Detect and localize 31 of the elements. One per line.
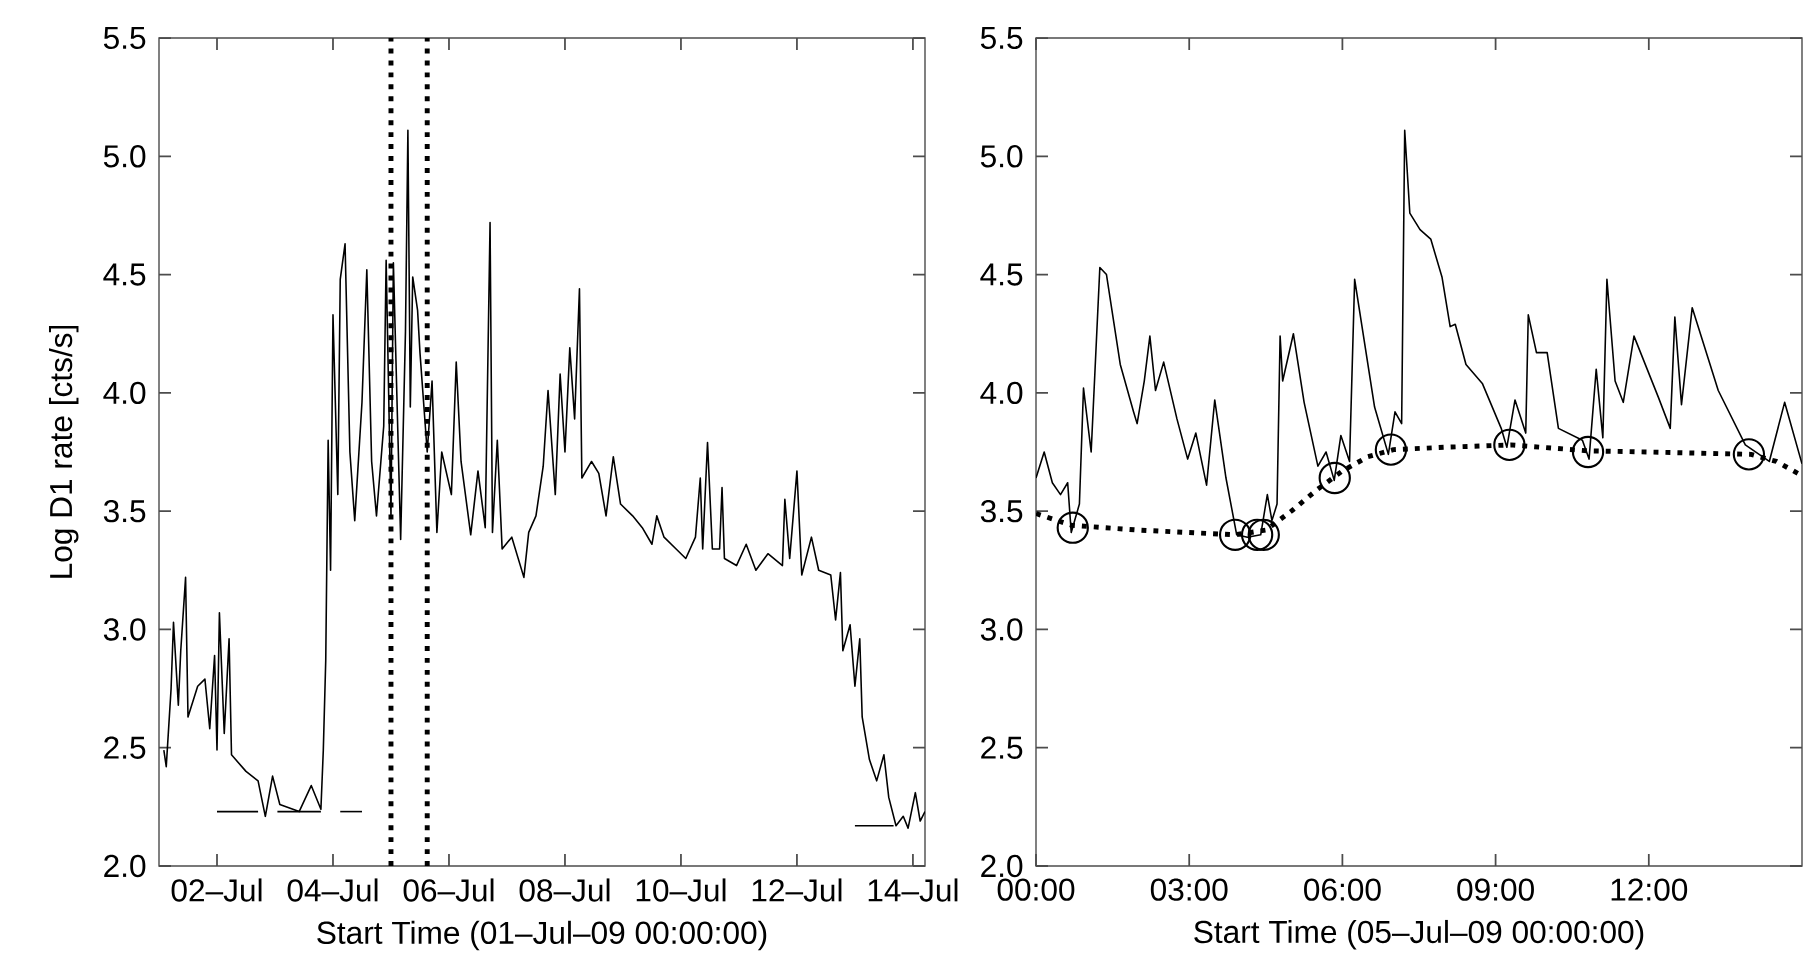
y-tick-label: 4.5 (103, 263, 146, 286)
x-tick-label: 12:00 (1611, 878, 1688, 901)
x-tick-label: 06:00 (1304, 878, 1381, 901)
x-tick-label: 12–Jul (752, 878, 842, 902)
y-axis-title: Log D1 rate [cts/s] (48, 325, 79, 578)
x-tick-label: 04–Jul (287, 878, 378, 902)
y-tick-label: 2.5 (104, 736, 146, 759)
y-tick-label: 5.0 (103, 145, 146, 168)
y-tick-label: 2.0 (104, 854, 146, 878)
x-tick-label: 02–Jul (171, 878, 262, 902)
x-tick-label: 06–Jul (403, 878, 494, 902)
x-tick-label: 14–Jul (868, 878, 958, 902)
y-tick-label: 3.5 (980, 499, 1023, 523)
y-tick-label: 3.0 (103, 618, 146, 641)
x-axis-title: Start Time (05–Jul–09 00:00:00) (1194, 919, 1644, 950)
y-tick-label: 5.5 (980, 26, 1023, 50)
y-tick-label: 5.5 (103, 26, 146, 50)
y-tick-label: 4.0 (103, 381, 146, 405)
x-tick-label: 03:00 (1150, 878, 1228, 901)
x-axis-title: Start Time (01–Jul–09 00:00:00) (317, 920, 767, 951)
y-tick-label: 4.0 (980, 381, 1023, 405)
x-tick-label: 08–Jul (519, 878, 610, 902)
y-tick-label: 2.0 (981, 854, 1023, 878)
y-tick-label: 3.0 (980, 618, 1023, 641)
y-tick-label: 4.5 (980, 263, 1023, 286)
x-tick-label: 09:00 (1457, 878, 1534, 901)
y-tick-label: 3.5 (103, 499, 146, 523)
y-tick-label: 5.0 (980, 145, 1023, 168)
x-tick-label: 00:00 (997, 878, 1075, 901)
y-tick-label: 2.5 (981, 736, 1023, 759)
x-tick-label: 10–Jul (636, 878, 726, 902)
